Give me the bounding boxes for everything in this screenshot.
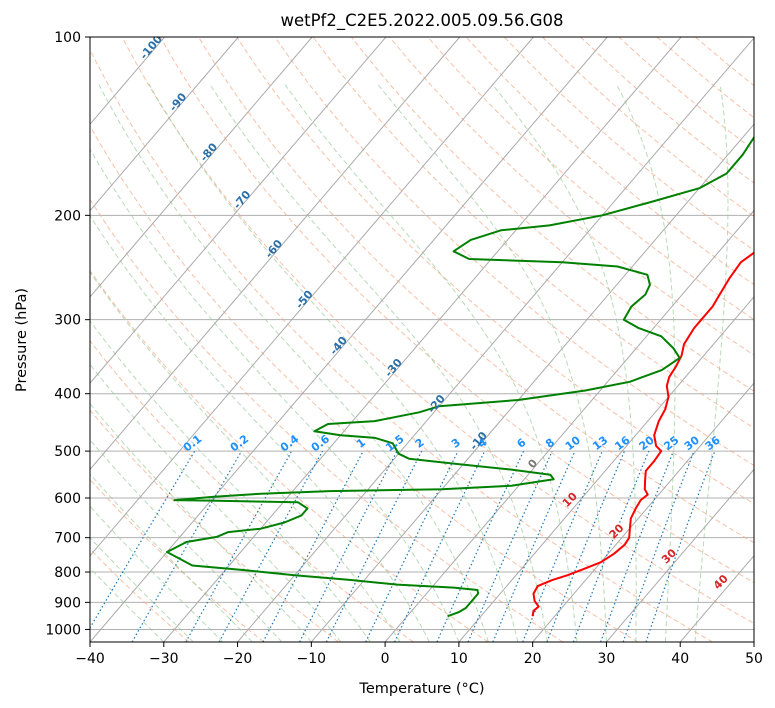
- mixing-ratio-line: [262, 450, 364, 642]
- chart-title: wetPf2_C2E5.2022.005.09.56.G08: [280, 11, 563, 31]
- sounding-profiles: [166, 135, 754, 618]
- moist-adiabat: [284, 83, 578, 642]
- dry-adiabat: [121, 37, 754, 624]
- x-tick-label: 40: [671, 651, 689, 667]
- mixing-ratio-line: [492, 450, 576, 642]
- isotherm: [310, 123, 754, 642]
- mixing-ratio-line: [622, 450, 695, 642]
- x-tick-label: −20: [223, 651, 253, 667]
- y-axis-label: Pressure (hPa): [14, 288, 30, 392]
- y-tick-label: 500: [54, 444, 81, 460]
- y-tick-label: 100: [54, 30, 81, 46]
- dry-adiabat: [312, 37, 754, 429]
- moist-adiabat: [90, 536, 194, 642]
- isotherms: [90, 37, 754, 642]
- mixing-ratio-line: [467, 450, 553, 642]
- x-tick-label: 0: [381, 651, 390, 667]
- mixing-ratio-line: [299, 450, 398, 642]
- isotherm: [458, 296, 754, 642]
- isotherm: [90, 37, 534, 557]
- isotherm: [237, 37, 754, 642]
- moist-adiabat: [377, 83, 607, 642]
- dry-adiabat: [90, 409, 339, 642]
- dry-adiabat: [236, 37, 754, 505]
- isotherm: [90, 37, 239, 212]
- moist-adiabat: [90, 271, 401, 642]
- x-tick-label: 30: [598, 651, 616, 667]
- y-tick-label: 1000: [45, 622, 81, 638]
- y-tick-label: 700: [54, 531, 81, 547]
- mixing-ratio-line: [546, 450, 626, 642]
- plot-frame: [89, 36, 755, 643]
- isotherm: [90, 37, 608, 642]
- sounding-line: [166, 135, 754, 618]
- mixing-ratio-line: [645, 450, 716, 642]
- moist-adiabats: [90, 83, 729, 642]
- dry-adiabat: [90, 478, 265, 642]
- x-tick-label: −30: [149, 651, 179, 667]
- x-tick-label: 50: [745, 651, 763, 667]
- y-tick-label: 400: [54, 387, 81, 403]
- x-tick-label: −40: [75, 651, 105, 667]
- moist-adiabat: [615, 83, 676, 642]
- moist-adiabat: [491, 83, 637, 642]
- x-axis-label: Temperature (°C): [358, 681, 484, 697]
- moist-adiabat: [90, 439, 283, 642]
- mixing-ratio-line: [522, 450, 603, 642]
- moist-adiabat: [90, 567, 165, 642]
- isotherm: [90, 37, 461, 471]
- dry-adiabat: [427, 37, 754, 321]
- y-axis-ticks: 1000 900 800 700 600 500 400 300 200 100: [45, 30, 90, 638]
- x-tick-label: 10: [450, 651, 468, 667]
- mixing-ratio-line: [572, 450, 650, 642]
- sounding-line: [531, 251, 754, 617]
- moist-adiabat: [90, 473, 253, 642]
- isotherm: [90, 37, 387, 384]
- mixing-ratio-lines: [90, 450, 716, 642]
- isotherm: [163, 37, 682, 642]
- y-tick-label: 900: [54, 595, 81, 611]
- isotherm: [532, 382, 754, 642]
- y-tick-label: 600: [54, 491, 81, 507]
- moist-adiabat: [148, 83, 519, 642]
- x-axis-ticks: −40 −30 −20 −10 0 10 20 30 40 50: [75, 642, 763, 667]
- mixing-ratio-line: [600, 450, 675, 642]
- moist-adiabat: [90, 363, 342, 642]
- dry-adiabat: [90, 269, 489, 642]
- dry-adiabat: [274, 37, 754, 467]
- y-tick-label: 300: [54, 313, 81, 329]
- moist-adiabat: [90, 505, 224, 642]
- moist-adiabat: [694, 83, 729, 642]
- dry-adiabat: [159, 37, 754, 584]
- isotherm: [606, 468, 754, 642]
- isotherm: [90, 37, 313, 298]
- dry-adiabat: [90, 198, 564, 642]
- moist-adiabat: [90, 148, 460, 642]
- moist-adiabat: [90, 320, 371, 642]
- moist-adiabat: [209, 83, 548, 642]
- moist-adiabat: [98, 83, 489, 642]
- x-tick-label: 20: [524, 651, 542, 667]
- mixing-ratio-line: [325, 450, 423, 642]
- y-tick-label: 800: [54, 565, 81, 581]
- isotherm: [384, 209, 754, 642]
- x-tick-label: −10: [297, 651, 327, 667]
- y-tick-label: 200: [54, 208, 81, 224]
- mixing-ratio-line: [218, 450, 324, 642]
- dry-adiabat: [90, 125, 639, 642]
